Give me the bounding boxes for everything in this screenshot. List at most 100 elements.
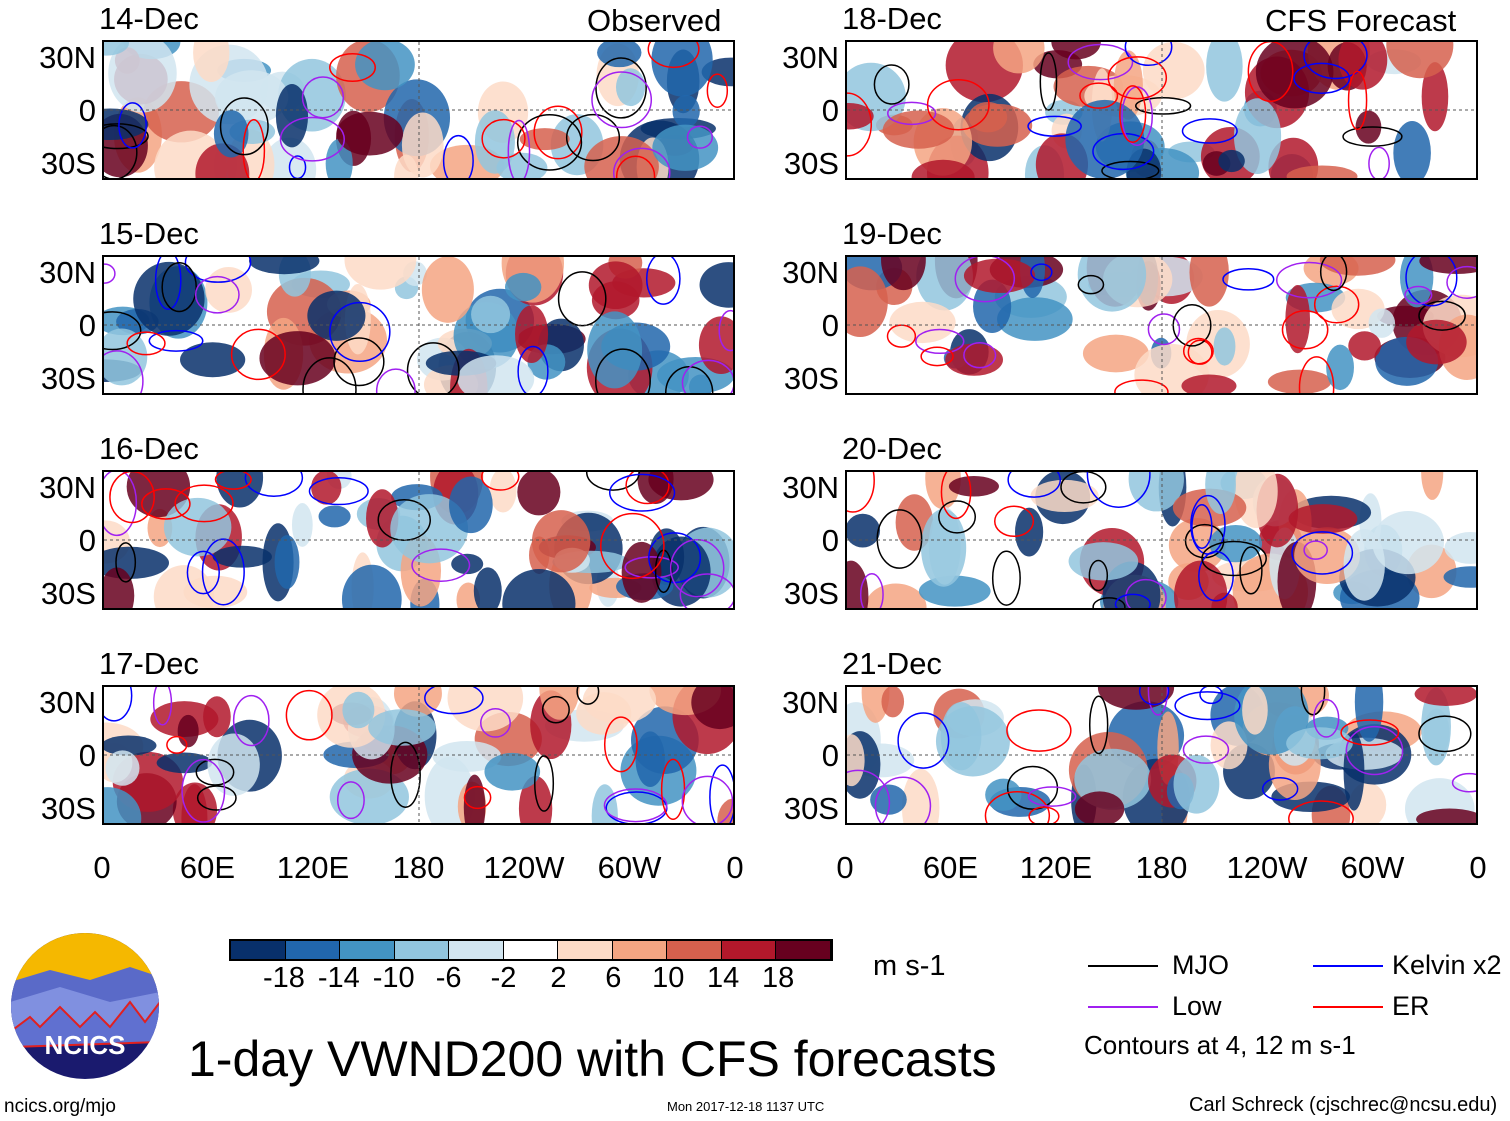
forecast-label: CFS Forecast <box>1265 3 1457 38</box>
contour-line <box>232 694 270 747</box>
map-panel-20-Dec <box>845 470 1478 610</box>
contour-line <box>154 257 182 310</box>
contour-line <box>1006 709 1072 752</box>
contour-line <box>1119 85 1147 143</box>
colorbar-label: 18 <box>761 962 795 994</box>
x-tick-label: 120E <box>276 850 350 885</box>
contour-line <box>954 257 1016 303</box>
x-tick-label: 60E <box>922 850 979 885</box>
wind-anomaly-blob <box>484 752 541 791</box>
wind-anomaly-blob <box>105 750 140 786</box>
contour-line <box>1147 687 1169 716</box>
contour-line <box>141 488 191 520</box>
wind-anomaly-blob <box>582 687 657 724</box>
colorbar-label: -18 <box>262 962 305 994</box>
contour-line <box>1030 263 1053 282</box>
wind-anomaly-blob <box>945 343 1003 376</box>
wind-anomaly-blob <box>1319 257 1396 276</box>
wind-anomaly-blob <box>449 476 493 534</box>
y-tick-label: 0 <box>821 523 839 558</box>
colorbar <box>229 939 833 961</box>
wind-anomaly-blob <box>1206 42 1243 102</box>
wind-anomaly-blob <box>1181 374 1237 393</box>
contour-line <box>1007 472 1061 498</box>
contour-line <box>481 118 526 159</box>
contour-line <box>1101 160 1160 178</box>
contour-line <box>608 473 676 512</box>
colorbar-swatch <box>394 941 450 959</box>
wind-anomaly-blob <box>1421 62 1449 132</box>
contour-line <box>174 484 234 523</box>
wind-anomaly-blob <box>213 110 249 158</box>
y-tick-label: 0 <box>821 738 839 773</box>
contour-line <box>595 57 647 119</box>
contour-line <box>1181 118 1238 144</box>
contour-line <box>219 97 269 156</box>
wind-anomaly-blob <box>1142 42 1205 100</box>
contour-line <box>411 548 471 582</box>
wind-anomaly-blob <box>1218 149 1245 173</box>
wind-anomaly-blob <box>366 489 399 548</box>
wind-anomaly-blob <box>104 328 148 386</box>
legend-er-label: ER <box>1392 991 1430 1021</box>
contour-line <box>612 147 671 178</box>
contour-line <box>104 311 142 351</box>
contour-line <box>647 42 700 69</box>
wind-anomaly-blob <box>291 503 313 547</box>
contour-line <box>1039 52 1058 111</box>
wind-anomaly-blob <box>1210 721 1248 770</box>
wind-anomaly-blob <box>156 752 213 774</box>
legend-low-line <box>1088 1006 1158 1008</box>
wind-anomaly-blob <box>584 136 659 178</box>
contour-line <box>1027 115 1082 137</box>
wind-anomaly-blob <box>847 513 881 548</box>
wind-anomaly-blob <box>921 509 967 587</box>
wind-anomaly-blob <box>1068 542 1139 581</box>
contour-line <box>152 687 173 726</box>
y-tick-label: 30N <box>39 685 96 720</box>
footer-url[interactable]: ncics.org/mjo <box>4 1096 116 1117</box>
wind-anomaly-blob <box>1205 472 1236 514</box>
wind-anomaly-blob <box>588 261 643 310</box>
contour-line <box>603 788 668 823</box>
contour-line <box>1404 285 1433 305</box>
ncics-logo: NCICS <box>10 932 160 1080</box>
wind-anomaly-blob <box>1285 285 1310 354</box>
wind-anomaly-blob <box>180 342 246 378</box>
contour-line <box>390 741 421 808</box>
wind-anomaly-blob <box>1213 327 1236 366</box>
contour-line <box>104 124 138 178</box>
map-panel-14-Dec <box>102 40 735 180</box>
y-tick-label: 0 <box>78 523 96 558</box>
contour-note: Contours at 4, 12 m s-1 <box>1084 1030 1356 1060</box>
y-tick-label: 0 <box>821 93 839 128</box>
wind-anomaly-blob <box>1074 791 1125 823</box>
contour-line <box>230 328 286 381</box>
wind-anomaly-blob <box>355 42 415 91</box>
panel-date: 19-Dec <box>842 216 942 251</box>
contour-line <box>625 472 670 505</box>
contour-line <box>1060 472 1107 504</box>
contour-line <box>1303 540 1328 560</box>
y-tick-label: 30N <box>782 685 839 720</box>
contour-line <box>301 76 345 119</box>
contour-line <box>874 776 932 823</box>
wind-anomaly-blob <box>699 262 733 308</box>
contour-line <box>1147 313 1181 346</box>
contour-line <box>991 550 1021 606</box>
panel-date: 17-Dec <box>99 646 199 681</box>
colorbar-swatch <box>667 941 722 959</box>
wind-anomaly-blob <box>183 575 248 608</box>
contour-line <box>1340 719 1400 746</box>
wind-anomaly-blob <box>1065 99 1145 178</box>
contour-line <box>517 345 549 393</box>
wind-anomaly-blob <box>1077 257 1147 312</box>
contour-line <box>1182 337 1214 365</box>
contour-line <box>1345 725 1404 776</box>
contour-line <box>1342 126 1403 147</box>
wind-anomaly-blob <box>1242 687 1268 735</box>
contour-line <box>847 92 872 157</box>
wind-anomaly-blob <box>847 266 888 338</box>
contour-line <box>1288 800 1354 823</box>
y-tick-label: 30N <box>782 255 839 290</box>
